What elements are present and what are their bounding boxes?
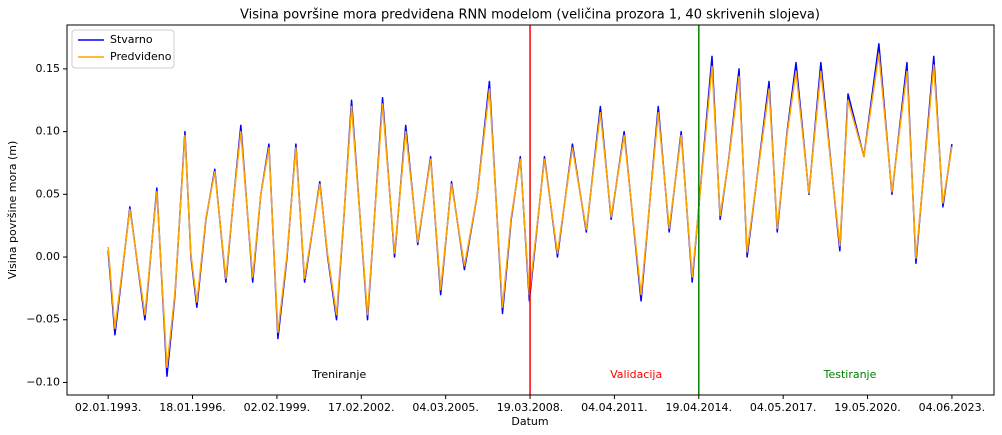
x-axis-label: Datum (511, 415, 548, 428)
x-tick-label: 04.03.2005. (412, 401, 478, 414)
x-tick-label: 19.04.2014. (666, 401, 732, 414)
x-tick-label: 04.05.2017. (750, 401, 816, 414)
x-tick-label: 04.06.2023. (919, 401, 985, 414)
x-tick-label: 04.04.2011. (581, 401, 647, 414)
legend: Stvarno Predviđeno (71, 29, 175, 69)
annotation: Testiranje (823, 368, 877, 381)
y-tick-label: 0.05 (36, 187, 61, 200)
series-line (107, 53, 953, 369)
chart-title: Visina površine mora predviđena RNN mode… (240, 8, 820, 23)
y-tick-label: 0.10 (36, 125, 61, 138)
y-axis-label: Visina površine mora (m) (6, 141, 19, 280)
y-tick-label: −0.05 (26, 313, 60, 326)
legend-label: Stvarno (110, 33, 153, 46)
x-tick-label: 02.01.1993. (75, 401, 141, 414)
annotation: Treniranje (311, 368, 366, 381)
x-tick-label: 02.02.1999. (244, 401, 310, 414)
annotation: Validacija (610, 368, 662, 381)
y-tick-label: 0.00 (36, 250, 61, 263)
x-tick-label: 19.05.2020. (834, 401, 900, 414)
y-tick-label: −0.10 (26, 375, 60, 388)
plot-frame (66, 24, 995, 396)
legend-label: Predviđeno (110, 50, 172, 63)
y-tick-label: 0.15 (36, 62, 61, 75)
x-tick-label: 18.01.1996. (159, 401, 225, 414)
x-tick-label: 19.03.2008. (497, 401, 563, 414)
x-tick-label: 17.02.2002. (328, 401, 394, 414)
